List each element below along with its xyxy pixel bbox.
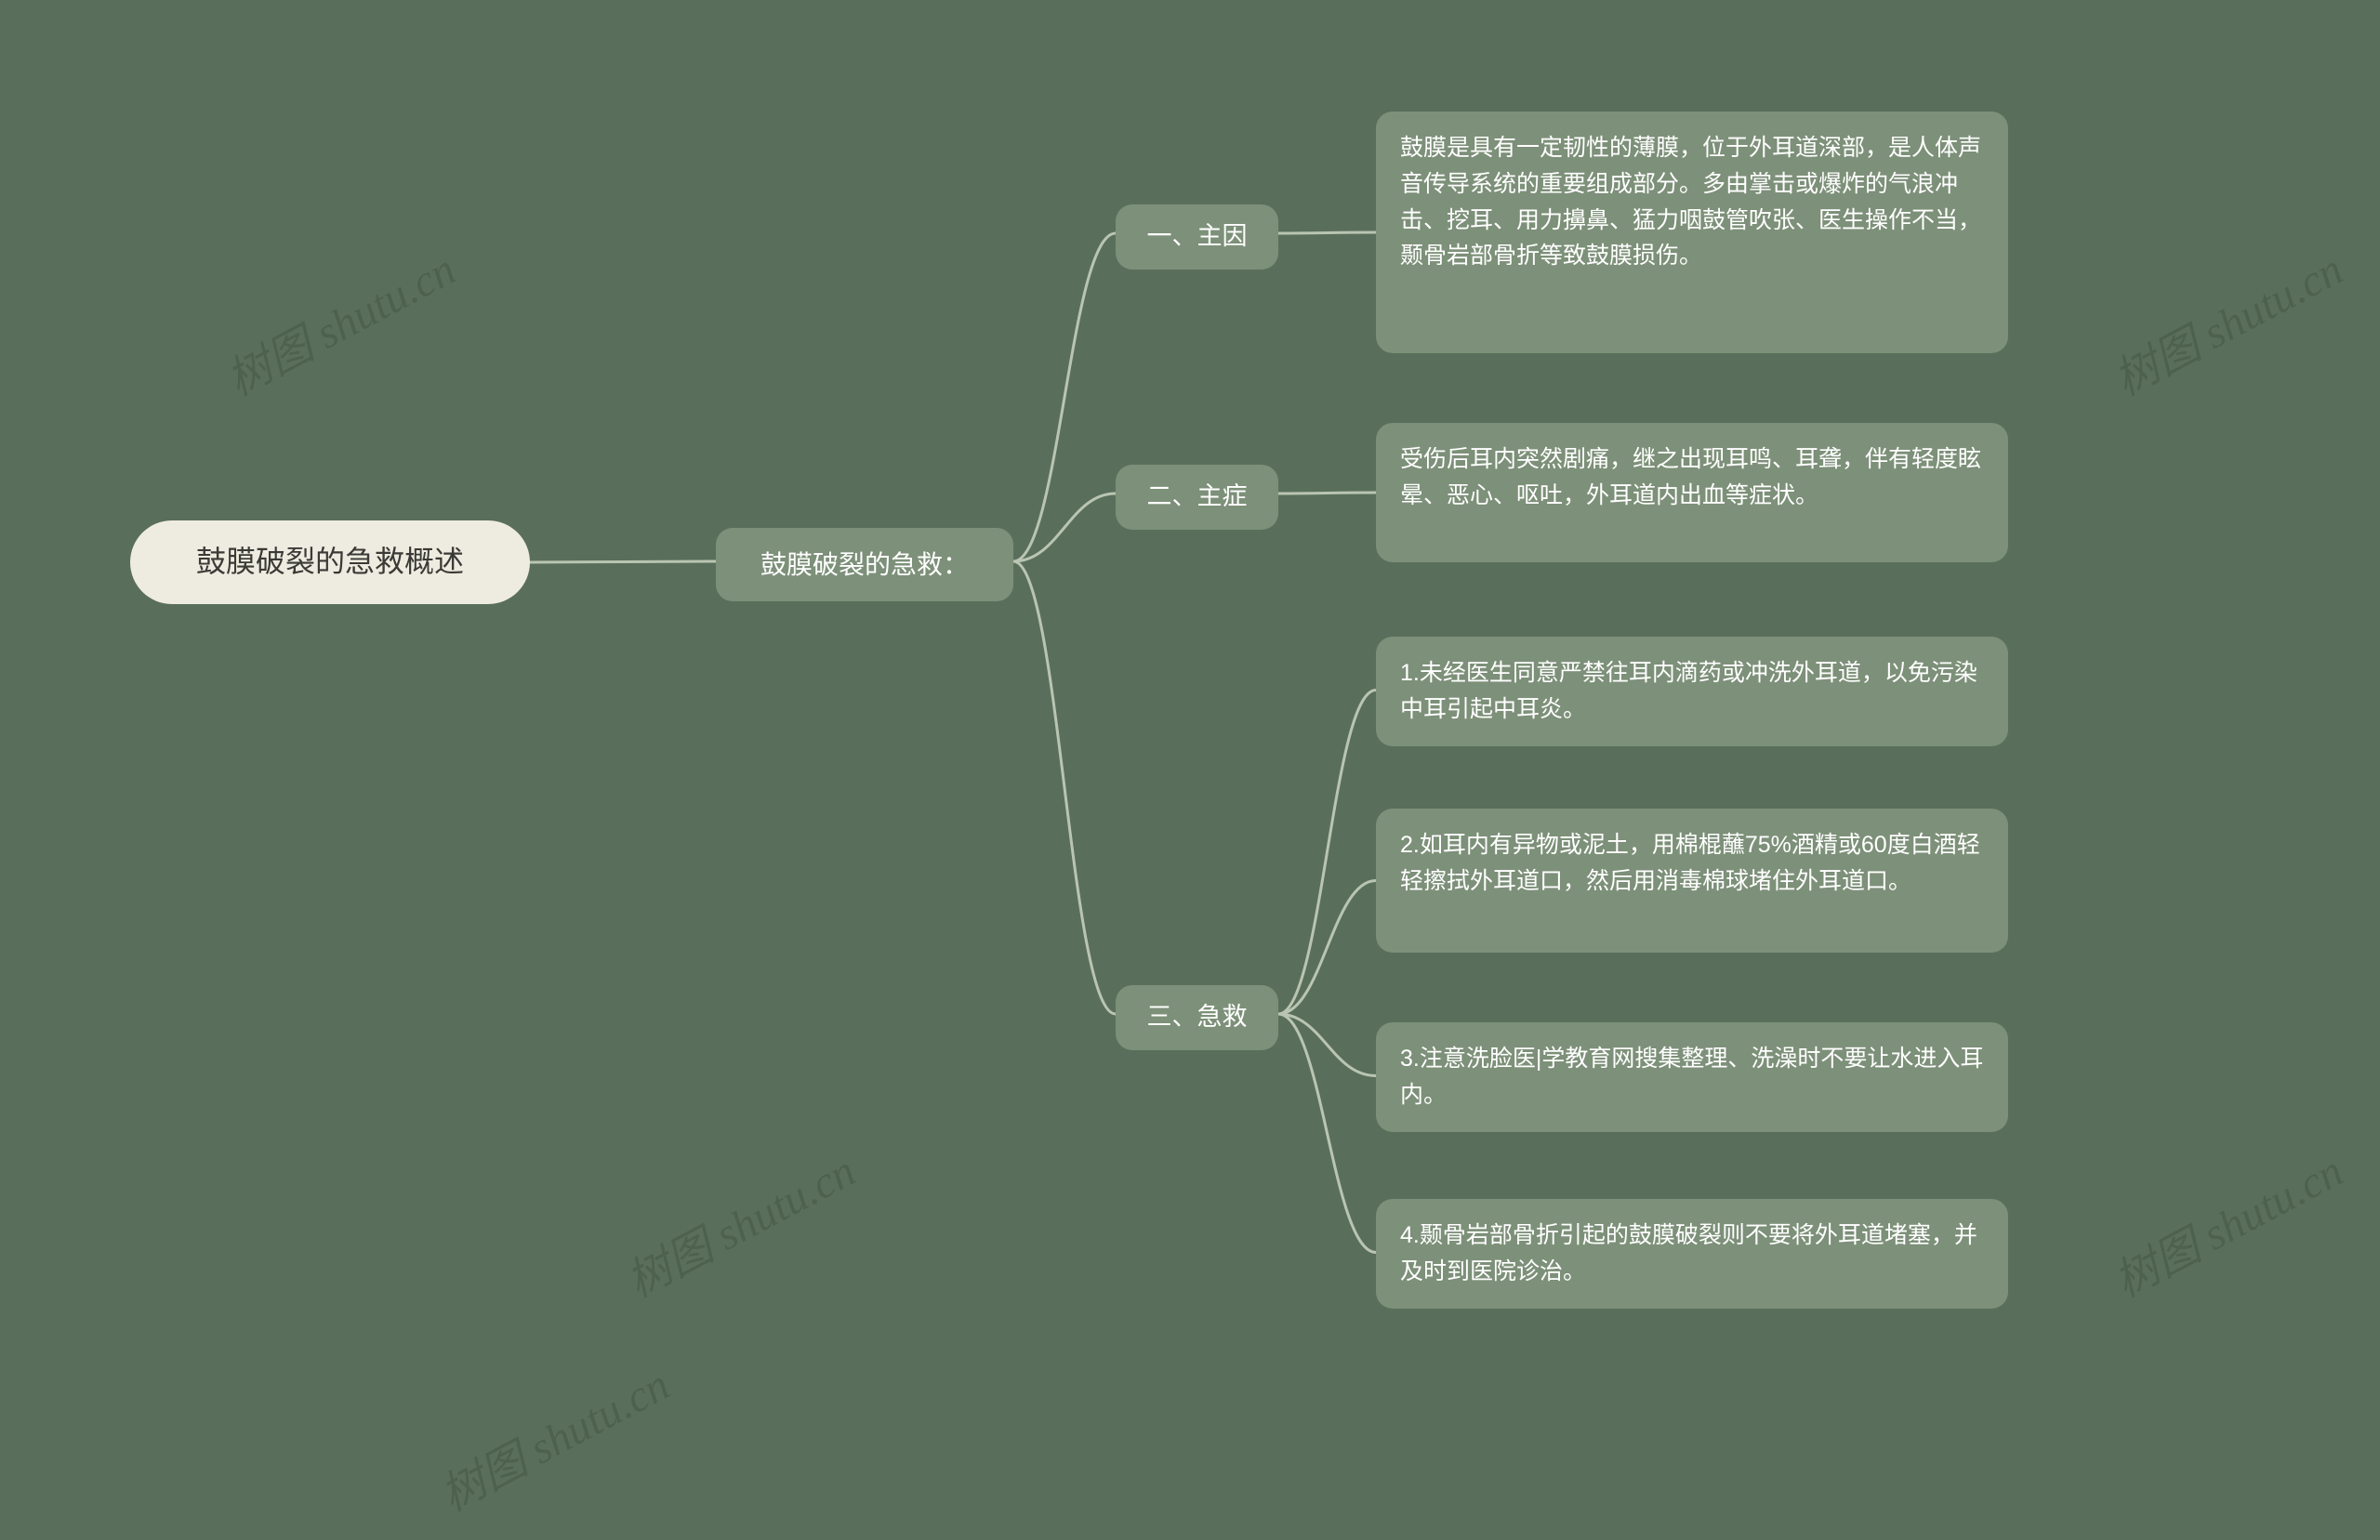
branch-2-label[interactable]: 二、主症 [1116,465,1278,530]
mindmap-canvas: 树图 shutu.cn 树图 shutu.cn 树图 shutu.cn 树图 s… [0,0,2380,1540]
branch-1-label[interactable]: 一、主因 [1116,204,1278,270]
branch-3-item-2[interactable]: 2.如耳内有异物或泥土，用棉棍蘸75%酒精或60度白酒轻轻擦拭外耳道口，然后用消… [1376,809,2008,953]
level1-node[interactable]: 鼓膜破裂的急救： [716,528,1013,601]
branch-3-label[interactable]: 三、急救 [1116,985,1278,1050]
branch-2-text[interactable]: 受伤后耳内突然剧痛，继之出现耳鸣、耳聋，伴有轻度眩晕、恶心、呕吐，外耳道内出血等… [1376,423,2008,562]
branch-1-text[interactable]: 鼓膜是具有一定韧性的薄膜，位于外耳道深部，是人体声音传导系统的重要组成部分。多由… [1376,112,2008,353]
branch-3-item-1[interactable]: 1.未经医生同意严禁往耳内滴药或冲洗外耳道，以免污染中耳引起中耳炎。 [1376,637,2008,746]
branch-3-item-4[interactable]: 4.颞骨岩部骨折引起的鼓膜破裂则不要将外耳道堵塞，并及时到医院诊治。 [1376,1199,2008,1309]
watermark: 树图 shutu.cn [427,1349,679,1523]
root-node[interactable]: 鼓膜破裂的急救概述 [130,520,530,604]
watermark: 树图 shutu.cn [213,233,465,408]
watermark: 树图 shutu.cn [613,1135,865,1310]
watermark: 树图 shutu.cn [2100,1135,2352,1310]
watermark: 树图 shutu.cn [2100,233,2352,408]
branch-3-item-3[interactable]: 3.注意洗脸医|学教育网搜集整理、洗澡时不要让水进入耳内。 [1376,1022,2008,1132]
